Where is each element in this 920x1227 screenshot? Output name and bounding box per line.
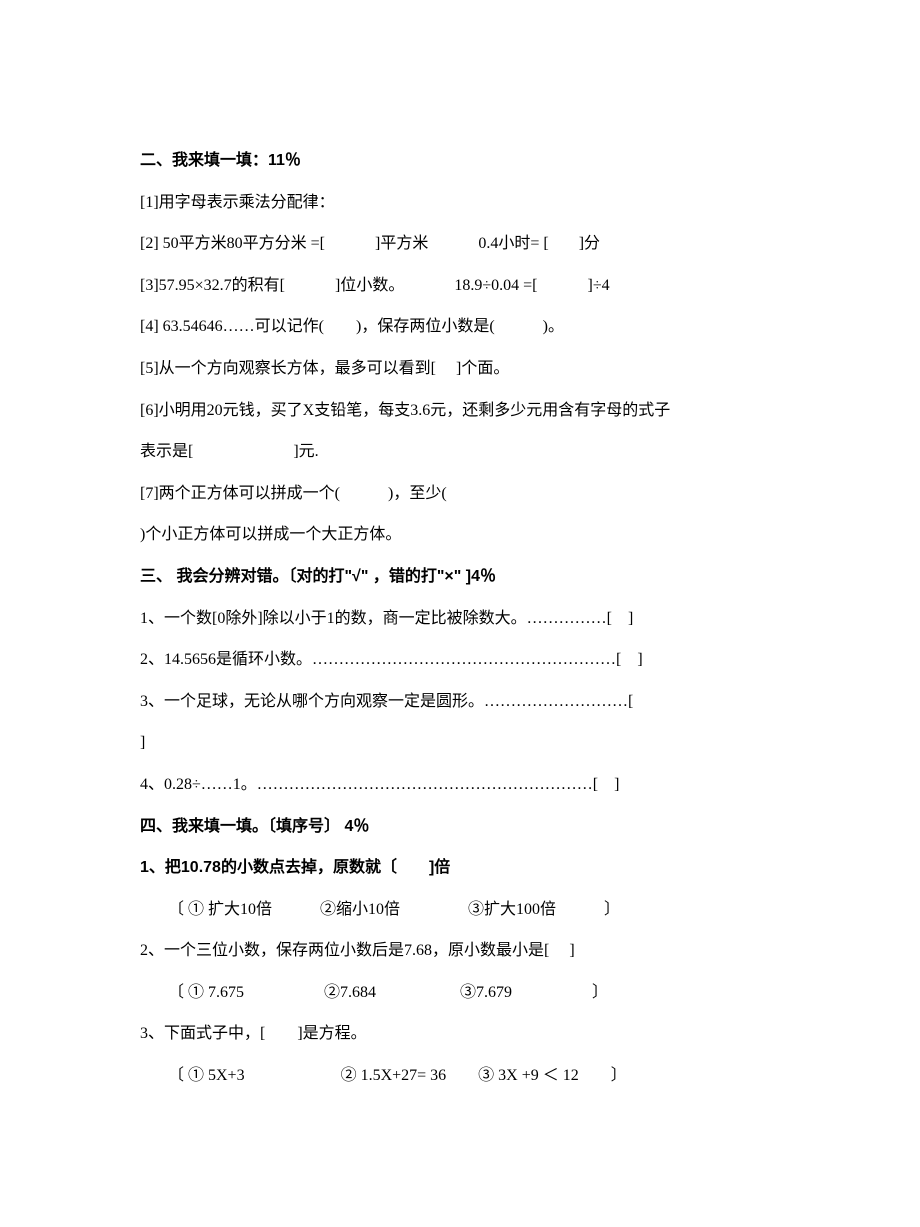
s2-q2-part-d: ]分: [579, 235, 600, 252]
s4-q2-options: 〔 ① 7.675 ②7.684 ③7.679 〕: [140, 972, 780, 1014]
s3-q3-line1: 3、一个足球，无论从哪个方向观察一定是圆形。………………………[: [140, 681, 780, 723]
s3-q2: 2、14.5656是循环小数。…………………………………………………[ ]: [140, 639, 780, 681]
s4-q1-options: 〔 ① 扩大10倍 ②缩小10倍 ③扩大100倍 〕: [140, 889, 780, 931]
s2-q6-part-c: ]元.: [293, 443, 318, 460]
s2-q3-part-d: ]÷4: [588, 277, 610, 294]
s2-q7-line1: [7]两个正方体可以拼成一个( )，至少(: [140, 473, 780, 515]
s3-q4: 4、0.28÷……1。………………………………………………………[ ]: [140, 764, 780, 806]
s2-q3-part-a: [3]57.95×32.7的积有[: [140, 277, 285, 294]
s2-q6-part-b: 表示是[: [140, 443, 193, 460]
s2-q2-part-c: 0.4小时= [: [478, 235, 548, 252]
s3-q1: 1、一个数[0除外]除以小于1的数，商一定比被除数大。……………[ ]: [140, 598, 780, 640]
s4-q2-stem: 2、一个三位小数，保存两位小数后是7.68，原小数最小是[ ]: [140, 930, 780, 972]
s4-q1-stem: 1、把10.78的小数点去掉，原数就〔 ]倍: [140, 847, 780, 889]
s2-q2-part-b: ]平方米: [375, 235, 428, 252]
s4-q3-stem: 3、下面式子中，[ ]是方程。: [140, 1013, 780, 1055]
s2-q6-line1: [6]小明用20元钱，买了X支铅笔，每支3.6元，还剩多少元用含有字母的式子: [140, 390, 780, 432]
s2-q4: [4] 63.54646……可以记作( )，保存两位小数是( )。: [140, 306, 780, 348]
s2-q3: [3]57.95×32.7的积有[ ]位小数。 18.9÷0.04 =[ ]÷4: [140, 265, 780, 307]
s2-q7-line2: )个小正方体可以拼成一个大正方体。: [140, 514, 780, 556]
s2-q3-part-b: ]位小数。: [335, 277, 404, 294]
s2-q6-line2: 表示是[ ]元.: [140, 431, 780, 473]
s2-q5: [5]从一个方向观察长方体，最多可以看到[ ]个面。: [140, 348, 780, 390]
s3-q3-line2: ]: [140, 722, 780, 764]
s2-q3-part-c: 18.9÷0.04 =[: [454, 277, 537, 294]
document-page: 二、我来填一填：11％ [1]用字母表示乘法分配律： [2] 50平方米80平方…: [0, 0, 920, 1177]
section-4-header: 四、我来填一填。〔填序号〕 4％: [140, 806, 780, 848]
s2-q2-part-a: [2] 50平方米80平方分米 =[: [140, 235, 325, 252]
s2-q1: [1]用字母表示乘法分配律：: [140, 182, 780, 224]
s2-q2: [2] 50平方米80平方分米 =[ ]平方米 0.4小时= [ ]分: [140, 223, 780, 265]
s4-q3-options: 〔 ① 5X+3 ② 1.5X+27= 36 ③ 3X +9 ＜ 12 〕: [140, 1055, 780, 1097]
section-3-header: 三、 我会分辨对错。〔对的打"√" ，错的打"×" ]4％: [140, 556, 780, 598]
section-2-header: 二、我来填一填：11％: [140, 140, 780, 182]
